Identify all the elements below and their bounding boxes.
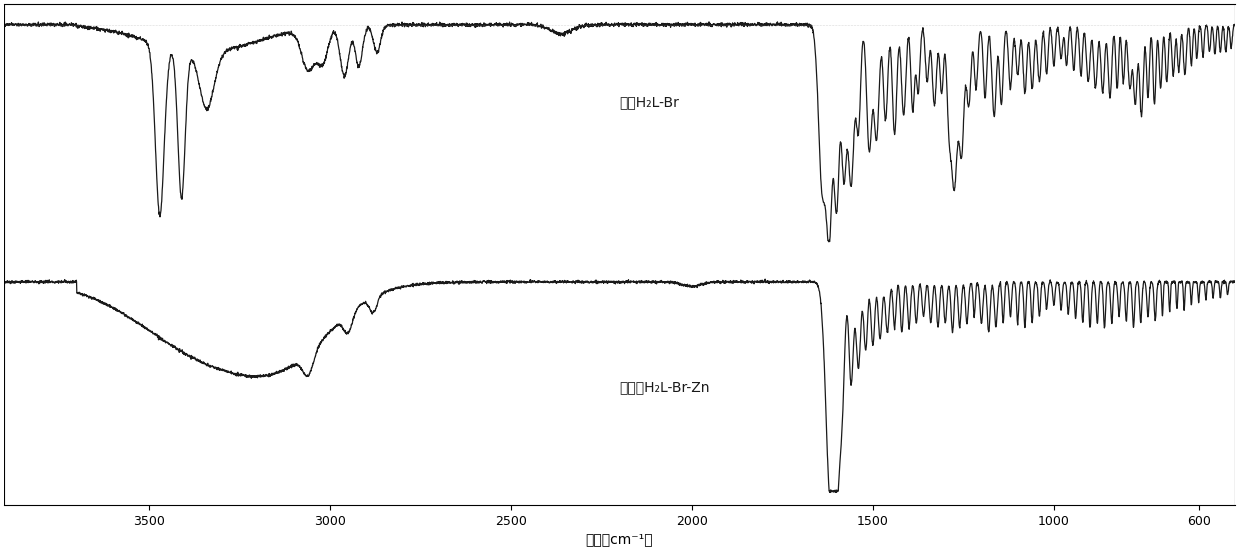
Text: 配体H₂L-Br: 配体H₂L-Br	[620, 96, 679, 109]
Text: 配合物H₂L-Br-Zn: 配合物H₂L-Br-Zn	[620, 380, 710, 394]
X-axis label: 波数（cm⁻¹）: 波数（cm⁻¹）	[586, 532, 653, 546]
